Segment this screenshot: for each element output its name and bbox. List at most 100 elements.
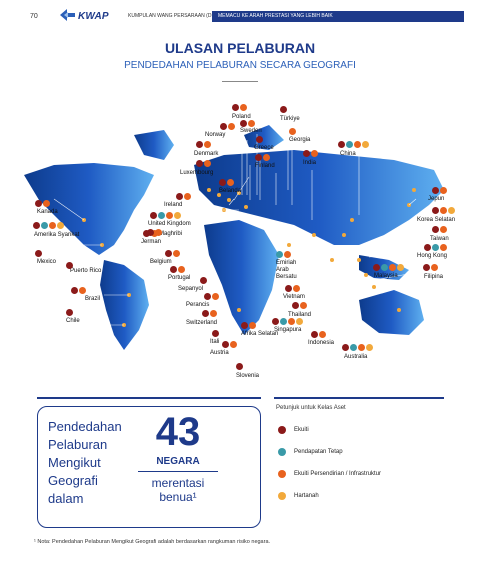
asset-class-dot	[249, 322, 256, 329]
asset-class-dot	[230, 341, 237, 348]
country-label-malaysia: Malaysia	[374, 273, 398, 279]
asset-class-dot	[296, 318, 303, 325]
asset-class-dot	[147, 229, 154, 236]
country-label-t-rkiye: Türkiye	[280, 116, 300, 122]
country-dots-indonesia	[311, 331, 326, 338]
asset-class-dot	[432, 187, 439, 194]
country-label-ireland: Ireland	[164, 202, 183, 208]
legend-label-hartanah: Hartanah	[294, 493, 319, 499]
exposure-summary-box: Pendedahan Pelaburan Mengikut Geografi d…	[37, 406, 261, 528]
country-label-hong-kong: Hong Kong	[417, 253, 448, 259]
legend-title: Petunjuk untuk Kelas Aset	[276, 405, 346, 411]
asset-class-dot	[346, 141, 353, 148]
country-dots-finland	[255, 154, 270, 161]
page-number: 70	[30, 13, 38, 20]
asset-class-dot	[170, 266, 177, 273]
country-label-puerto-rico: Puerto Rico	[70, 268, 102, 274]
asset-class-dot	[432, 244, 439, 251]
asset-class-dot	[166, 212, 173, 219]
asset-class-dot	[176, 193, 183, 200]
asset-class-dot	[248, 120, 255, 127]
asset-class-dot	[158, 212, 165, 219]
country-dots-norway	[220, 123, 235, 130]
asset-class-dot	[432, 226, 439, 233]
asset-class-dot	[220, 123, 227, 130]
country-label-vietnam: Vietnam	[283, 294, 305, 300]
page-subtitle: PENDEDAHAN PELABURAN SECARA GEOGRAFI	[124, 60, 356, 71]
country-dots-jerman	[147, 229, 162, 236]
country-label-luxembourg: Luxembourg	[180, 170, 214, 176]
asset-class-dot	[66, 262, 73, 269]
world-map	[24, 122, 444, 350]
country-label-mexico: Mexico	[37, 259, 57, 265]
legend-dot-pendapatan-tetap	[278, 448, 286, 456]
asset-class-dot	[196, 160, 203, 167]
country-dots-singapura	[272, 318, 303, 325]
country-dots-afrika-selatan	[241, 322, 256, 329]
country-dots-brazil	[71, 287, 86, 294]
country-label-united-kingdom: United Kingdom	[148, 221, 191, 227]
country-label-belgium: Belgium	[150, 259, 172, 265]
organization-name: KUMPULAN WANG PERSARAAN (DIPERBADANKAN)	[128, 13, 253, 19]
asset-class-dot	[43, 200, 50, 207]
country-dots-maghribi	[143, 230, 158, 237]
across-continents-line-1: merentasi	[151, 476, 205, 490]
country-dots-hong-kong	[424, 244, 447, 251]
section-rule-right	[274, 397, 444, 399]
country-dots-slovenia	[236, 363, 243, 370]
country-label-perancis: Perancis	[186, 302, 210, 308]
asset-class-dot	[440, 226, 447, 233]
summary-line-2: Pelaburan	[48, 437, 108, 452]
asset-class-dot	[350, 344, 357, 351]
country-label-greece: Greece	[254, 145, 274, 151]
asset-class-dot	[303, 150, 310, 157]
country-label-thailand: Thailand	[288, 312, 312, 318]
page-title: ULASAN PELABURAN	[164, 40, 316, 56]
asset-class-dot	[424, 244, 431, 251]
asset-class-dot	[354, 141, 361, 148]
summary-line-4: Geografi	[48, 473, 98, 488]
country-label-afrika-selatan: Afrika Selatan	[241, 331, 279, 337]
asset-class-dot	[241, 322, 248, 329]
legend-label-ekuiti-persendirian: Ekuiti Persendirian / Infrastruktur	[294, 471, 382, 477]
asset-class-dot	[222, 341, 229, 348]
country-label-australia: Australia	[344, 354, 368, 360]
country-label-indonesia: Indonesia	[308, 340, 335, 346]
country-dots-kanada	[35, 200, 50, 207]
asset-class-dot	[240, 104, 247, 111]
legend-dot-hartanah	[278, 492, 286, 500]
asset-class-dot	[41, 222, 48, 229]
country-label-finland: Finland	[255, 163, 275, 169]
section-rule-left	[37, 397, 261, 399]
country-label-emiriah-arab-bersatu: Emiriah Arab Bersatu	[276, 260, 297, 280]
country-label-jerman: Jerman	[141, 239, 162, 245]
asset-class-dot	[338, 141, 345, 148]
country-dots-amerika-syarikat	[33, 222, 64, 229]
country-count: 43	[155, 410, 201, 454]
asset-class-dot	[319, 331, 326, 338]
asset-class-dot	[397, 264, 404, 271]
asset-class-dot	[240, 120, 247, 127]
country-dots-austria	[222, 341, 237, 348]
country-dots-filipina	[423, 264, 438, 271]
country-dots-mexico	[35, 250, 42, 257]
count-divider	[138, 471, 218, 472]
asset-class-dot	[151, 230, 158, 237]
across-continents-line-2: benua¹	[159, 490, 197, 504]
country-dots-taiwan	[432, 226, 447, 233]
asset-class-dot	[389, 264, 396, 271]
asset-class-dot	[196, 141, 203, 148]
asset-class-dot	[49, 222, 56, 229]
country-label-brazil: Brazil	[85, 296, 101, 302]
asset-class-dot	[284, 251, 291, 258]
asset-class-dot	[212, 330, 219, 337]
country-label-china: China	[340, 151, 356, 157]
asset-class-dot	[178, 266, 185, 273]
country-dots-puerto-rico	[66, 262, 73, 269]
country-label-amerika-syarikat: Amerika Syarikat	[34, 232, 80, 238]
asset-class-dot	[33, 222, 40, 229]
asset-class-dot	[204, 293, 211, 300]
asset-class-dot	[202, 310, 209, 317]
asset-class-dot	[276, 251, 283, 258]
country-label-sepanyol: Sepanyol	[178, 286, 204, 292]
